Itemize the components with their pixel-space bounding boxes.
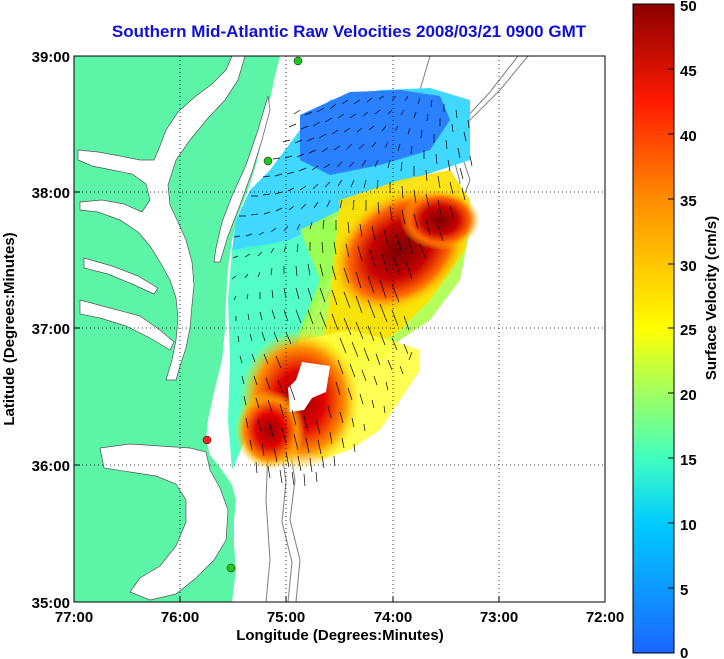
colorbar-tick-label: 35 [680,193,697,210]
x-tick-label: 73:00 [480,609,518,626]
chesapeake-bay [77,56,246,381]
y-tick-label: 35:00 [32,595,70,612]
grid-lines [74,56,605,602]
x-tick-label: 74:00 [374,609,412,626]
y-tick-label: 37:00 [32,321,70,338]
colorbar-tick-label: 20 [680,387,697,404]
colorbar-tick-label: 10 [680,517,697,534]
y-tick-label: 38:00 [32,185,70,202]
colorbar-tick-label: 45 [680,63,697,80]
y-tick-label: 39:00 [32,49,70,66]
colorbar-tick-label: 15 [680,452,697,469]
x-axis-label: Longitude (Degrees:Minutes) [236,627,444,644]
colorbar-tick-label: 0 [680,645,688,659]
y-tick-label: 36:00 [32,458,70,475]
colorbar-tick-label: 30 [680,258,697,275]
radar-station-marker [263,156,273,166]
velocity-arrows [231,95,473,487]
x-tick-label: 77:00 [55,609,93,626]
colorbar-label: Surface Velocity (cm/s) [703,216,720,380]
x-tick-label: 75:00 [267,609,305,626]
colorbar-tick-label: 5 [680,582,688,599]
colorbar-tick-label: 25 [680,322,697,339]
x-tick-label: 76:00 [161,609,199,626]
map-title: Southern Mid-Atlantic Raw Velocities 200… [111,22,587,41]
colorbar-tick-label: 50 [680,0,697,15]
y-axis-label: Latitude (Degrees:Minutes) [1,232,18,425]
radar-station-marker [293,56,303,66]
radar-station-marker [226,563,236,573]
plot-frame [73,55,606,603]
colorbar [632,3,675,654]
velocity-field [228,88,480,487]
albemarle-sound [99,443,229,601]
colorbar-tick-label: 40 [680,128,697,145]
x-tick-label: 72:00 [586,609,624,626]
radar-station-marker [202,435,212,445]
